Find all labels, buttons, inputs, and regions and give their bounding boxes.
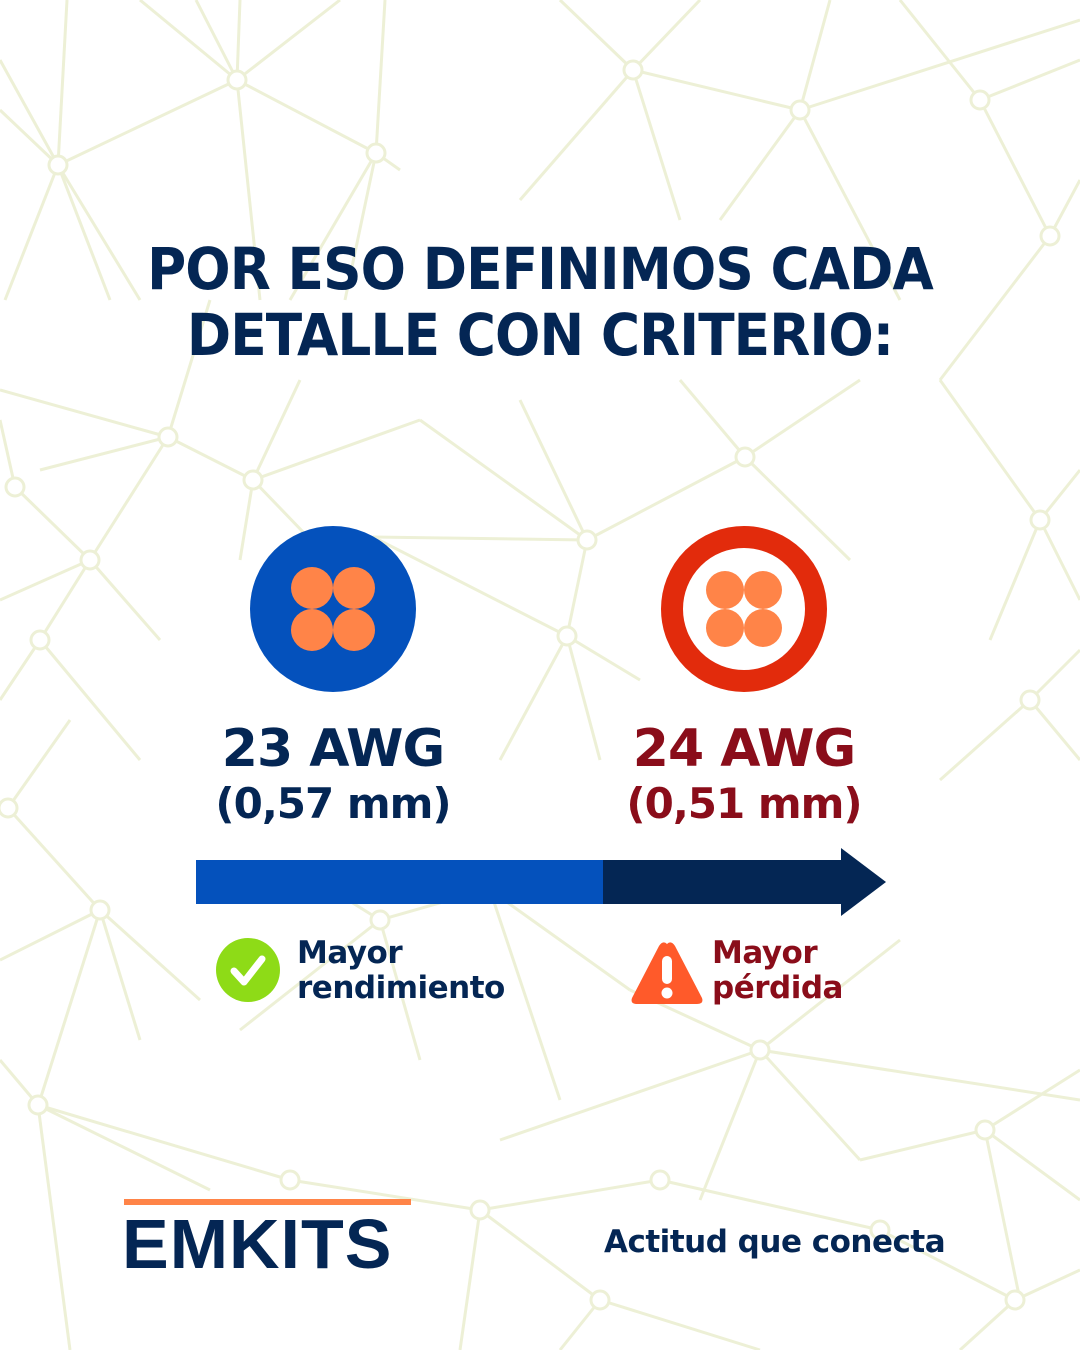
diameter-label: (0,51 mm)	[626, 779, 862, 828]
note-line-1: Mayor	[712, 935, 818, 971]
loss-note: Mayor pérdida	[712, 936, 843, 1006]
cable-cross-section-blue-icon	[250, 526, 416, 692]
title-line-2: DETALLE CON CRITERIO:	[186, 301, 894, 369]
gauge-23-awg: 23 AWG (0,57 mm)	[185, 720, 481, 830]
note-line-2: pérdida	[712, 970, 843, 1006]
diameter-label: (0,57 mm)	[215, 779, 451, 828]
brand-logo: EMKITS	[122, 1205, 393, 1283]
tagline: Actitud que conecta	[604, 1224, 946, 1260]
title-line-1: POR ESO DEFINIMOS CADA	[147, 235, 934, 303]
performance-note: Mayor rendimiento	[297, 936, 505, 1006]
gauge-label: 24 AWG	[632, 719, 856, 779]
gauge-label: 23 AWG	[221, 719, 445, 779]
note-line-2: rendimiento	[297, 970, 505, 1006]
logo-accent-bar	[124, 1199, 411, 1205]
gauge-24-awg: 24 AWG (0,51 mm)	[596, 720, 892, 830]
check-circle-icon	[216, 938, 280, 1002]
cable-cross-section-red-icon	[661, 526, 827, 692]
gauge-direction-arrow	[196, 848, 886, 916]
page-title: POR ESO DEFINIMOS CADA DETALLE CON CRITE…	[0, 236, 1080, 368]
note-line-1: Mayor	[297, 935, 403, 971]
warning-triangle-icon	[631, 942, 703, 1004]
